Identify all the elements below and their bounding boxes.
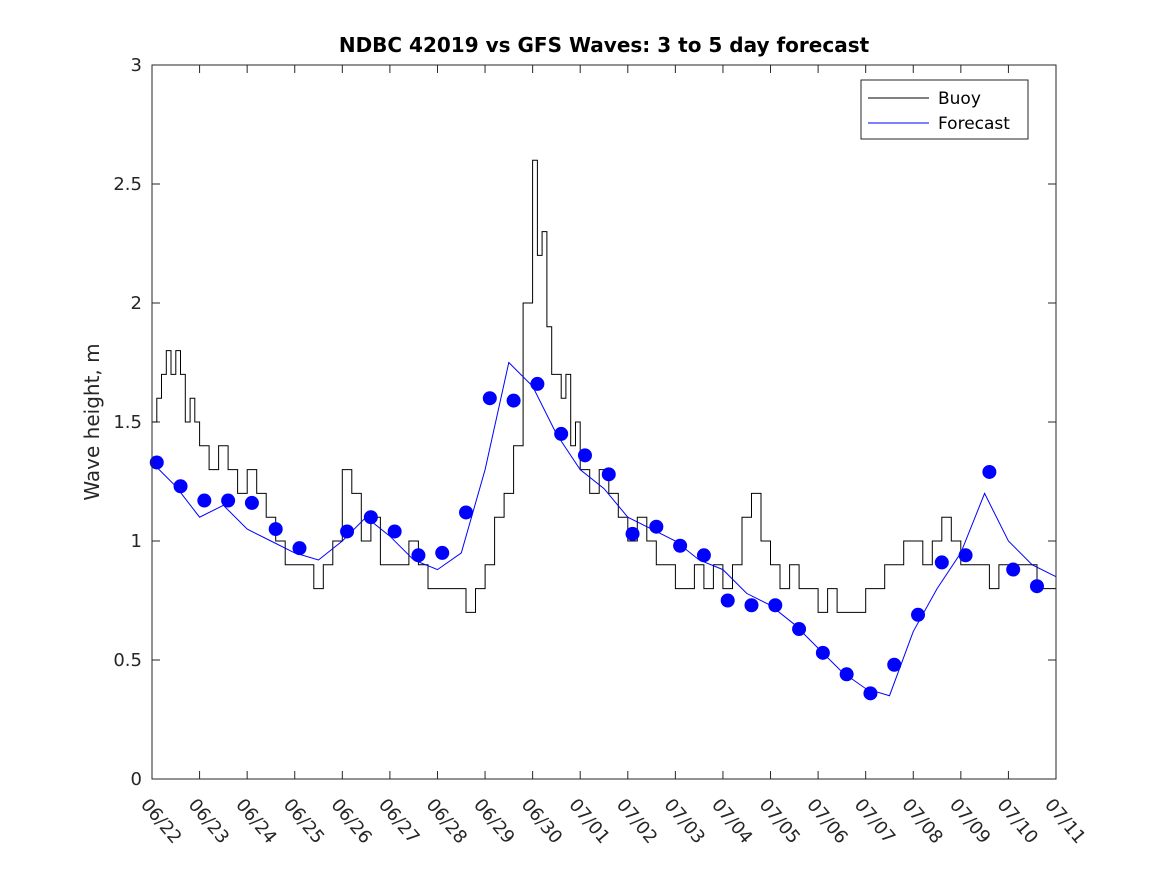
forecast-marker: [815, 645, 830, 660]
y-tick-label: 3: [131, 55, 142, 76]
y-tick-label: 0: [131, 769, 142, 790]
forecast-marker: [363, 510, 378, 525]
forecast-series-line: [151, 361, 1057, 697]
forecast-marker: [720, 593, 735, 608]
forecast-marker: [340, 524, 355, 539]
forecast-marker: [268, 522, 283, 537]
forecast-marker: [863, 686, 878, 701]
forecast-marker: [768, 598, 783, 613]
forecast-marker: [482, 391, 497, 406]
forecast-marker: [696, 548, 711, 563]
forecast-marker: [1006, 562, 1021, 577]
forecast-marker: [1029, 579, 1044, 594]
legend-forecast-label: Forecast: [938, 114, 1010, 134]
legend-box: [860, 79, 1029, 140]
forecast-marker: [149, 455, 164, 470]
forecast-marker: [934, 555, 949, 570]
y-tick-label: 2: [131, 293, 142, 314]
forecast-marker: [649, 519, 664, 534]
forecast-marker: [530, 376, 545, 391]
forecast-marker: [173, 479, 188, 494]
y-tick-label: 0.5: [113, 650, 142, 671]
forecast-marker: [554, 426, 569, 441]
forecast-marker: [673, 538, 688, 553]
forecast-marker: [744, 598, 759, 613]
forecast-marker: [387, 524, 402, 539]
forecast-marker: [435, 545, 450, 560]
chart-title: NDBC 42019 vs GFS Waves: 3 to 5 day fore…: [339, 33, 870, 57]
forecast-marker: [411, 548, 426, 563]
buoy-series-line: [152, 159, 1056, 613]
forecast-marker: [459, 505, 474, 520]
forecast-marker: [197, 493, 212, 508]
forecast-marker: [839, 667, 854, 682]
legend: Buoy Forecast: [860, 79, 1029, 140]
plot-frame: [151, 64, 1057, 780]
forecast-marker: [911, 607, 926, 622]
forecast-marker: [244, 495, 259, 510]
forecast-marker: [887, 657, 902, 672]
forecast-marker: [982, 464, 997, 479]
legend-buoy-label: Buoy: [938, 89, 981, 109]
forecast-marker: [625, 526, 640, 541]
forecast-marker: [792, 622, 807, 637]
forecast-marker: [577, 448, 592, 463]
forecast-marker: [506, 393, 521, 408]
y-tick-label: 1.5: [113, 412, 142, 433]
forecast-marker: [958, 548, 973, 563]
y-tick-label: 2.5: [113, 174, 142, 195]
forecast-marker: [601, 467, 616, 482]
y-axis-label: Wave height, m: [80, 343, 104, 500]
forecast-marker: [221, 493, 236, 508]
forecast-marker: [292, 541, 307, 556]
y-tick-label: 1: [131, 531, 142, 552]
